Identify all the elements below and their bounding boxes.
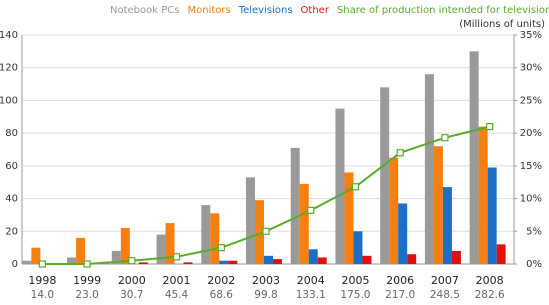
y2-tick-label: 25%: [520, 95, 542, 106]
bar: [120, 228, 130, 264]
total-label: 99.8: [254, 289, 277, 301]
bar: [31, 247, 41, 264]
bar: [353, 231, 363, 264]
bar: [201, 205, 211, 264]
legend-label: Notebook PCs: [110, 5, 179, 16]
bar: [246, 177, 255, 264]
y2-tick-label: 20%: [520, 128, 542, 139]
bar: [76, 237, 86, 264]
bar: [299, 183, 309, 264]
bar: [487, 167, 497, 264]
bar: [219, 260, 229, 264]
marker: [38, 260, 46, 268]
total-label: 23.0: [75, 289, 98, 301]
y-tick-label: 0: [12, 259, 18, 270]
bar: [183, 262, 193, 264]
total-label: 248.5: [430, 289, 460, 301]
marker: [172, 253, 181, 261]
y2-tick-label: 5%: [526, 226, 542, 237]
y2-tick-label: 15%: [520, 161, 542, 172]
legend-label: Share of production intended for televis…: [337, 5, 549, 16]
marker: [83, 260, 91, 268]
marker: [351, 183, 360, 191]
x-tick-label: 2003: [252, 274, 280, 287]
bar: [67, 257, 77, 264]
bar: [469, 51, 479, 264]
bar: [478, 126, 488, 264]
bar: [496, 244, 506, 264]
bar: [308, 249, 318, 264]
bar: [389, 157, 399, 264]
bar: [451, 250, 461, 264]
bar: [22, 260, 32, 264]
total-label: 30.7: [120, 289, 143, 301]
y2-tick-label: 10%: [520, 194, 542, 205]
y-tick-label: 60: [5, 161, 18, 172]
bar: [442, 187, 452, 264]
x-tick-label: 2005: [341, 274, 369, 287]
marker: [441, 134, 449, 142]
bar: [398, 203, 408, 264]
bar: [317, 257, 327, 264]
bar: [433, 146, 443, 264]
y2-tick-label: 35%: [520, 30, 542, 41]
legend-label: Other: [301, 5, 330, 16]
marker: [262, 227, 270, 235]
bar: [138, 262, 148, 264]
total-label: 14.0: [31, 289, 54, 301]
x-tick-label: 2002: [207, 274, 235, 287]
total-label: 282.6: [475, 289, 505, 301]
marker: [128, 257, 136, 265]
bar: [362, 255, 372, 264]
total-label: 217.0: [385, 289, 415, 301]
marker: [486, 122, 494, 131]
x-tick-label: 2001: [163, 274, 191, 287]
y-tick-label: 20: [5, 226, 18, 237]
bar: [264, 255, 273, 264]
y2-tick-label: 0%: [526, 259, 542, 270]
y-tick-label: 40: [5, 194, 18, 205]
marker: [307, 206, 315, 214]
unit-label: (Millions of units): [459, 19, 545, 30]
bar: [344, 172, 354, 264]
total-label: 175.0: [340, 289, 370, 301]
bar: [165, 223, 175, 264]
total-label: 45.4: [165, 289, 189, 301]
bar: [380, 87, 390, 264]
x-tick-label: 2004: [297, 274, 325, 287]
bar: [228, 260, 238, 264]
bar: [210, 213, 220, 264]
legend-label: Monitors: [187, 5, 230, 16]
marker: [396, 149, 404, 157]
x-tick-label: 2006: [386, 274, 414, 287]
line: [42, 125, 490, 265]
total-label: 133.1: [296, 289, 326, 301]
bar: [273, 259, 282, 264]
x-tick-label: 2007: [431, 274, 459, 287]
bar: [335, 108, 345, 264]
x-tick-label: 1999: [73, 274, 101, 287]
x-tick-label: 1998: [28, 274, 56, 287]
bar: [424, 74, 434, 264]
y-tick-label: 100: [0, 95, 18, 106]
bar: [255, 200, 264, 264]
bar: [156, 234, 166, 264]
bar: [290, 147, 300, 264]
y-tick-label: 80: [5, 128, 18, 139]
y-tick-label: 140: [0, 30, 18, 41]
x-tick-label: 2008: [476, 274, 504, 287]
marker: [217, 244, 225, 252]
legend-label: Televisions: [238, 5, 293, 16]
total-label: 68.6: [210, 289, 234, 301]
x-tick-label: 2000: [118, 274, 146, 287]
y2-tick-label: 30%: [520, 63, 542, 74]
y-tick-label: 120: [0, 63, 18, 74]
bar: [407, 254, 417, 264]
bar: [111, 250, 121, 264]
